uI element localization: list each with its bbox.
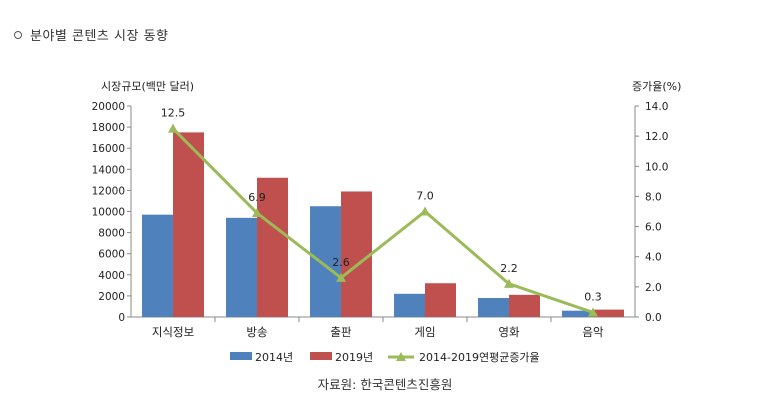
growth-rate-marker [252,208,262,218]
left-tick-label: 18000 [92,122,125,134]
left-tick-label: 0 [118,312,125,324]
left-tick-label: 4000 [98,270,125,282]
growth-rate-data-label: 12.5 [161,107,186,120]
left-tick-label: 16000 [92,143,125,155]
title-row: 분야별 콘텐츠 시장 동향 [14,25,169,44]
growth-rate-marker [588,307,598,317]
growth-rate-data-label: 0.3 [584,290,602,303]
growth-rate-data-label: 2.2 [500,262,518,275]
right-tick-label: 4.0 [645,252,662,264]
legend-swatch-0 [230,352,252,360]
bar-2014 [562,310,593,317]
right-tick-label: 12.0 [645,131,668,143]
left-tick-label: 14000 [92,164,125,176]
left-axis-title: 시장규모(백만 달러) [101,80,194,93]
right-tick-label: 8.0 [645,191,662,203]
right-tick-label: 6.0 [645,222,662,234]
growth-rate-marker [504,278,514,288]
growth-rate-data-label: 2.6 [332,256,350,269]
left-tick-label: 6000 [98,249,125,261]
legend-label: 2014년 [255,351,293,364]
growth-rate-data-label: 6.9 [248,191,266,204]
right-tick-label: 14.0 [645,101,668,113]
x-tick-label: 방송 [246,325,267,339]
left-tick-label: 12000 [92,185,125,197]
x-tick-label: 영화 [498,325,520,339]
left-tick-label: 8000 [98,228,125,240]
x-tick-label: 게임 [414,325,435,339]
bar-2019 [173,132,204,317]
legend-label: 2019년 [335,351,373,364]
legend-swatch-1 [310,352,332,360]
right-tick-label: 10.0 [645,161,668,173]
x-tick-label: 지식정보 [152,325,194,339]
circle-bullet-icon [14,30,22,39]
bar-2014 [142,214,173,317]
growth-rate-marker [336,272,346,282]
bar-2014 [226,217,257,317]
left-tick-label: 2000 [98,291,125,303]
right-tick-label: 2.0 [645,282,662,294]
bar-2014 [394,293,425,317]
legend-label: 2014-2019연평균증가율 [419,351,540,364]
source-note: 자료원: 한국콘텐츠진흥원 [318,377,453,392]
page-title: 분야별 콘텐츠 시장 동향 [30,29,169,44]
bar-2014 [478,298,509,317]
bar-2019 [509,294,540,317]
bar-2014 [310,206,341,317]
bar-2019 [341,191,372,317]
right-axis-title: 증가율(%) [632,80,681,93]
growth-rate-marker [168,123,178,133]
bar-2019 [425,283,456,317]
legend-marker-swatch [396,352,406,361]
growth-rate-data-label: 7.0 [416,190,434,203]
growth-rate-marker [420,206,430,216]
left-tick-label: 10000 [92,207,125,219]
x-tick-label: 음악 [582,325,604,339]
bar-2019 [257,177,288,317]
left-tick-label: 20000 [92,101,125,113]
growth-rate-line [171,127,594,314]
right-tick-label: 0.0 [645,312,662,324]
x-tick-label: 출판 [330,325,352,339]
bar-2019 [593,309,624,317]
